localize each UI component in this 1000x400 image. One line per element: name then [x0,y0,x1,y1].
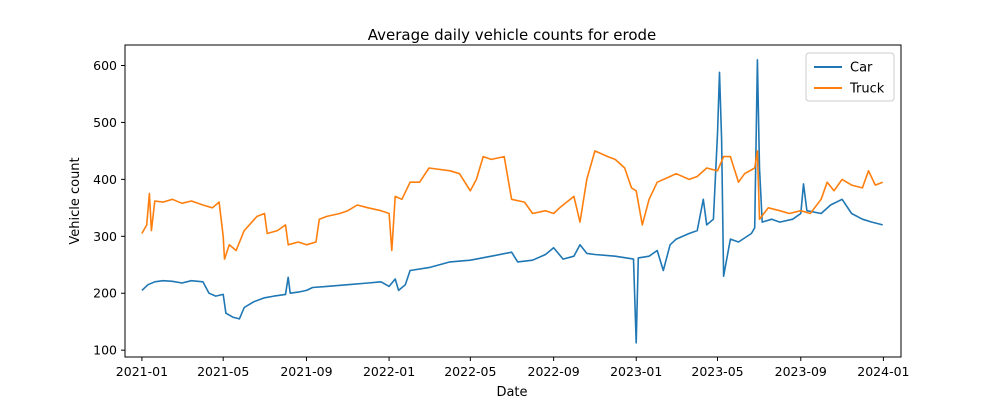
y-tick-label: 500 [93,115,117,130]
legend: Car Truck [805,52,895,102]
y-tick-label: 300 [93,229,117,244]
series-layer [141,58,883,344]
y-tick-label: 200 [93,286,117,301]
x-tick-label: 2023-05 [691,364,743,379]
x-tick-label: 2021-01 [116,364,168,379]
series-line-truck [141,150,883,260]
x-axis-label: Date [496,385,527,400]
y-axis-label: Vehicle count [68,157,83,244]
legend-label-car: Car [850,61,873,76]
y-tick-label: 600 [93,58,117,73]
x-tick-label: 2021-05 [197,364,249,379]
y-tick-label: 100 [93,343,117,358]
x-tick-label: 2024-01 [857,364,909,379]
plot-frame [124,44,902,358]
y-tick-label: 400 [93,172,117,187]
x-tick-label: 2021-09 [280,364,332,379]
series-line-car [141,58,883,344]
x-tick-label: 2022-01 [363,364,415,379]
x-tick-label: 2023-09 [775,364,827,379]
x-axis-ticks: 2021-01 2021-05 2021-09 2022-01 2022-05 2022-… [116,357,910,379]
x-tick-label: 2022-05 [444,364,496,379]
y-axis-ticks: 100 200 300 400 500 600 [93,58,125,358]
legend-label-truck: Truck [849,82,885,97]
chart-title: Average daily vehicle counts for erode [368,26,657,44]
x-tick-label: 2023-01 [610,364,662,379]
x-tick-label: 2022-09 [528,364,580,379]
